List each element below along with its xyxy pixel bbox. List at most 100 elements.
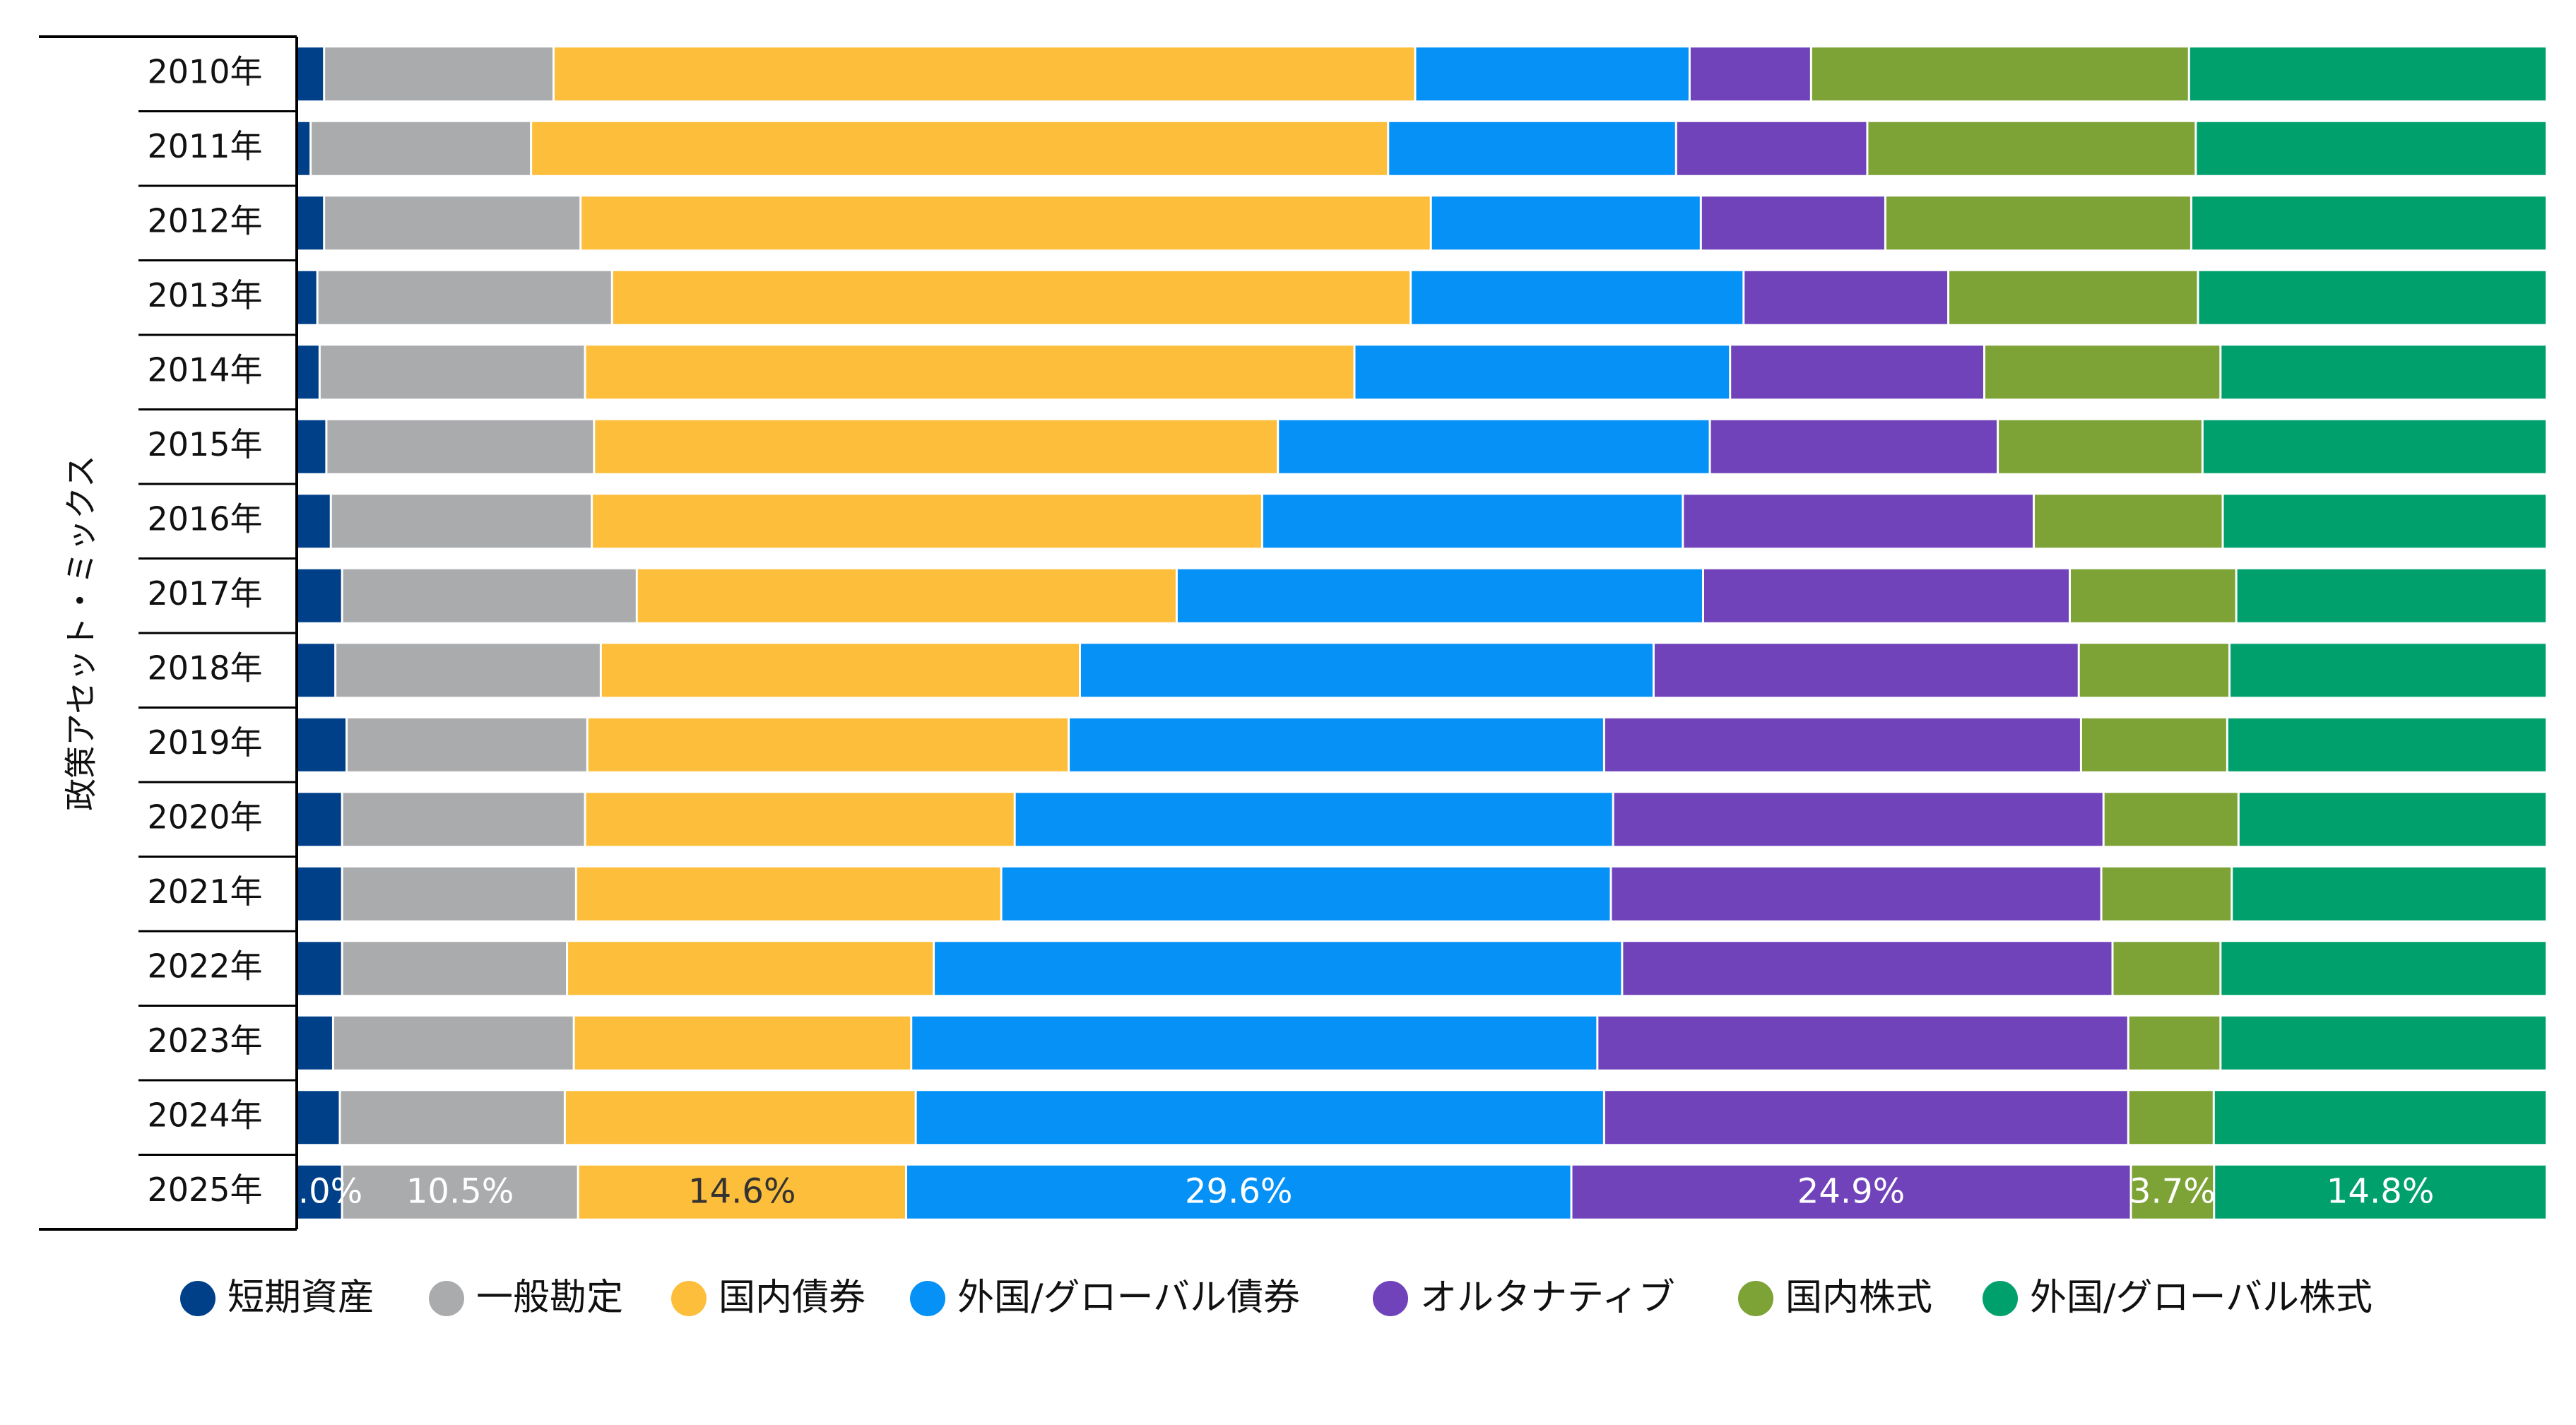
bar-segment — [2190, 47, 2546, 101]
bar-segment — [298, 569, 341, 622]
bar-segment — [2132, 1165, 2214, 1219]
data-label: 14.8% — [2327, 1171, 2434, 1211]
bar-segment — [912, 1016, 1597, 1070]
bar-segment — [1431, 196, 1700, 250]
data-label: 10.5% — [406, 1171, 514, 1211]
bar-segment — [1279, 420, 1709, 473]
bar-segment — [1572, 1165, 2130, 1219]
bar-segment — [298, 644, 335, 697]
bar-segment — [343, 793, 584, 846]
bar-segment — [320, 345, 584, 399]
legend: 短期資産 一般勘定 国内債券 外国/グローバル債券 オルタナティブ 国内株式 外国/グローバ… — [180, 1277, 2373, 1319]
year-label: 2018年 — [147, 649, 262, 687]
bar-segment — [341, 1091, 564, 1145]
bar-segment — [298, 1091, 339, 1145]
bar-segment — [2221, 1016, 2546, 1070]
data-label: 2.0% — [276, 1171, 362, 1211]
bar-segment — [298, 271, 317, 324]
bar-segment — [298, 1165, 341, 1219]
bar-segment — [1598, 1016, 2127, 1070]
bar-segment — [1612, 867, 2101, 921]
bar-segment — [1389, 122, 1675, 175]
year-label: 2011年 — [147, 127, 262, 165]
data-label: 24.9% — [1797, 1171, 1905, 1211]
legend-swatch — [1373, 1281, 1408, 1316]
bar-segment — [588, 718, 1068, 771]
bar-segment — [1070, 718, 1603, 771]
bar-segment — [1684, 495, 2033, 548]
group-label: 政策アセット・ミックス — [62, 455, 100, 811]
bar-segment — [574, 1016, 911, 1070]
bar-segment — [2231, 644, 2546, 697]
year-label: 2021年 — [147, 873, 262, 911]
bar-segment — [1015, 793, 1612, 846]
year-label: 2014年 — [147, 350, 262, 389]
bar-segment — [1263, 495, 1682, 548]
legend-swatch — [671, 1281, 707, 1316]
legend-label: 国内株式 — [1785, 1277, 1932, 1319]
bar-segment — [298, 718, 346, 771]
legend-swatch — [1738, 1281, 1773, 1316]
bar-segment — [593, 495, 1261, 548]
bar-segment — [2081, 718, 2226, 771]
bar-segment — [613, 271, 1410, 324]
bars — [298, 47, 2546, 1219]
bar-segment — [1177, 569, 1702, 622]
bar-segment — [1886, 196, 2190, 250]
bar-segment — [1701, 196, 1884, 250]
bar-segment — [2239, 793, 2546, 846]
bar-segment — [327, 420, 593, 473]
bar-segment — [298, 345, 319, 399]
legend-label: 一般勘定 — [476, 1277, 623, 1319]
bar-segment — [1949, 271, 2197, 324]
bar-segment — [601, 644, 1080, 697]
bar-segment — [2197, 122, 2546, 175]
bar-segment — [336, 644, 600, 697]
bar-segment — [298, 196, 324, 250]
table-lines — [39, 35, 298, 1231]
bar-segment — [298, 47, 324, 101]
bar-segment — [554, 47, 1414, 101]
bar-segment — [298, 1016, 332, 1070]
bar-segment — [2129, 1016, 2220, 1070]
bar-segment — [343, 942, 567, 995]
year-label: 2012年 — [147, 201, 262, 240]
bar-segment — [1614, 793, 2103, 846]
bar-segment — [2237, 569, 2546, 622]
bar-segment — [1868, 122, 2195, 175]
bar-segment — [318, 271, 611, 324]
bar-segment — [2233, 867, 2546, 921]
bar-segment — [586, 793, 1014, 846]
bar-segment — [577, 867, 1000, 921]
bar-segment — [1081, 644, 1653, 697]
data-labels: 2.0% 10.5% 14.6% 29.6% 24.9% 3.7% 14.8% — [276, 1171, 2434, 1211]
year-label: 2024年 — [147, 1096, 262, 1134]
bar-segment — [2113, 942, 2220, 995]
year-label: 2023年 — [147, 1022, 262, 1060]
bar-segment — [298, 867, 341, 921]
bar-segment — [581, 196, 1430, 250]
bar-segment — [325, 47, 553, 101]
bar-segment — [1999, 420, 2202, 473]
bar-segment — [325, 196, 580, 250]
bar-segment — [1812, 47, 2188, 101]
bar-segment — [637, 569, 1176, 622]
bar-segment — [2192, 196, 2546, 250]
bar-segment — [298, 942, 341, 995]
bar-segment — [312, 122, 531, 175]
bar-segment — [2070, 569, 2235, 622]
bar-segment — [343, 1165, 577, 1219]
bar-segment — [2215, 1165, 2546, 1219]
bar-segment — [586, 345, 1354, 399]
legend-swatch — [910, 1281, 945, 1316]
bar-segment — [1002, 867, 1610, 921]
bar-segment — [1731, 345, 1983, 399]
bar-segment — [343, 569, 636, 622]
bar-segment — [532, 122, 1388, 175]
legend-swatch — [1983, 1281, 2018, 1316]
bar-segment — [298, 793, 341, 846]
year-label: 2020年 — [147, 798, 262, 836]
bar-segment — [916, 1091, 1603, 1145]
bar-segment — [343, 867, 575, 921]
bar-segment — [2203, 420, 2546, 473]
